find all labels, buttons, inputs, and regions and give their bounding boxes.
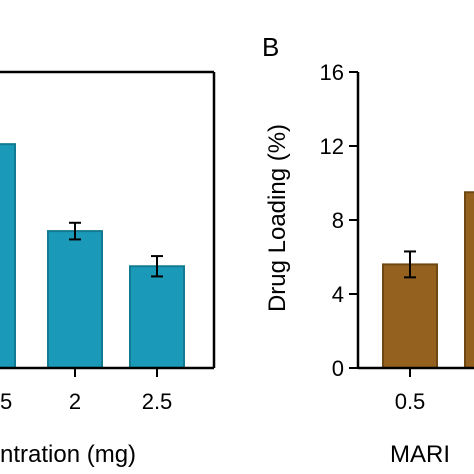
bar	[129, 265, 185, 369]
x-tick-label: 5	[0, 389, 12, 414]
x-axis-label-left: ntration (mg)	[0, 441, 136, 468]
error-bars-right	[404, 250, 416, 279]
x-axis-label-right: MARI	[390, 441, 450, 468]
x-ticks-right: 0.5	[395, 368, 426, 414]
bars-right	[382, 191, 474, 369]
error-bars-left	[69, 221, 163, 278]
x-tick-label: 2.5	[142, 389, 173, 414]
y-axis-label-right: Drug Loading (%)	[264, 124, 291, 312]
y-tick-label: 0	[332, 356, 344, 381]
bar	[0, 143, 16, 369]
y-tick-label: 16	[320, 60, 344, 85]
bar	[382, 263, 438, 369]
y-tick-label: 8	[332, 208, 344, 233]
y-ticks-right: 0 4 8 12 16	[320, 60, 358, 381]
x-tick-label: 0.5	[395, 389, 426, 414]
bar	[464, 191, 474, 369]
chart-right-panel: B Drug Loading (%) 0 4 8 12 16 0.5 MARI	[262, 32, 474, 468]
y-tick-label: 4	[332, 282, 344, 307]
x-ticks-left: 5 2 2.5	[0, 368, 172, 414]
bar	[47, 230, 103, 369]
x-tick-label: 2	[69, 389, 81, 414]
chart-left-panel: 5 2 2.5 ntration (mg)	[0, 70, 216, 468]
panel-letter-b: B	[262, 32, 279, 62]
y-tick-label: 12	[320, 134, 344, 159]
bars-left	[0, 143, 185, 369]
